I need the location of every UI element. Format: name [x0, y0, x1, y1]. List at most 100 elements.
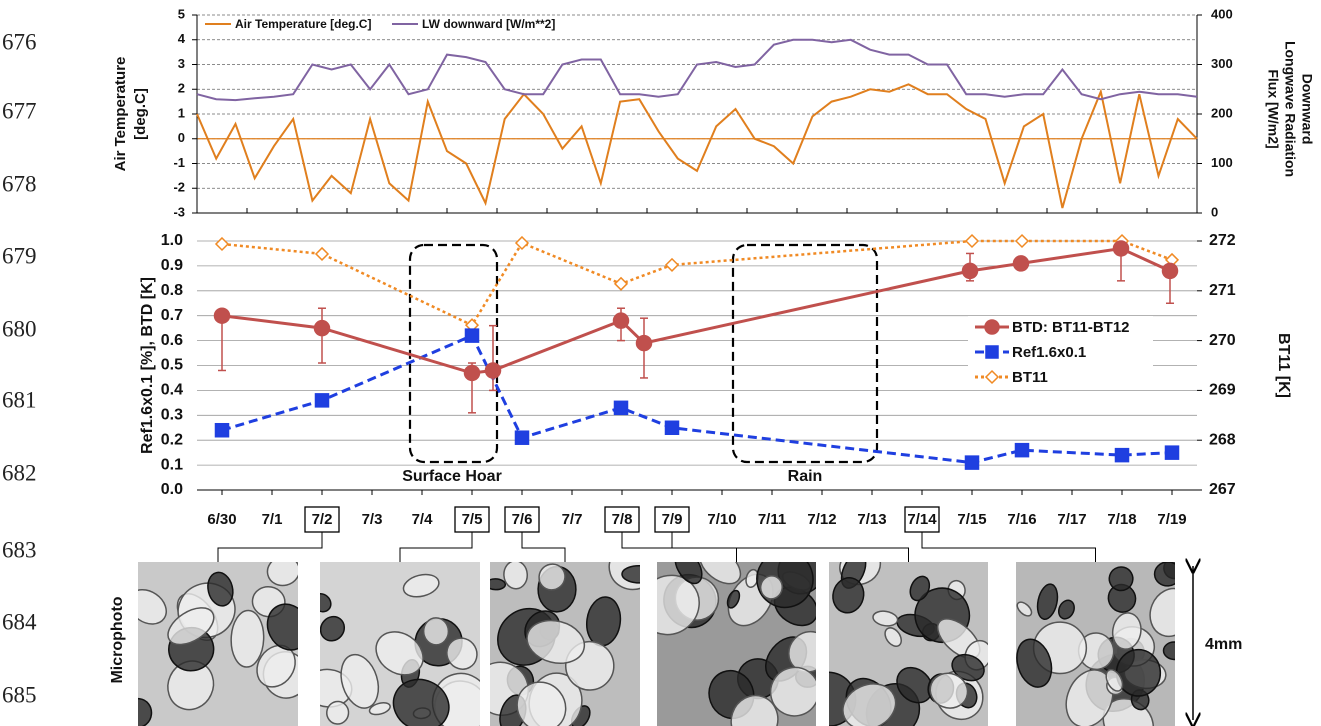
legend-label: BT11 [1012, 369, 1048, 386]
point [464, 328, 480, 343]
annotation: Rain [788, 468, 823, 485]
y-tick-label: 4 [178, 31, 186, 46]
point [1014, 442, 1030, 458]
y2-axis-label: Downward [1299, 74, 1315, 145]
y2-tick-label: 267 [1209, 481, 1236, 498]
x-tick-label: 7/17 [1057, 511, 1086, 528]
x-tick-label: 7/10 [707, 511, 736, 528]
point [1114, 447, 1130, 463]
point [612, 312, 630, 329]
y2-tick-label: 270 [1209, 332, 1236, 349]
point [313, 319, 331, 337]
crystal [1153, 562, 1175, 587]
y2-tick-label: 271 [1209, 282, 1236, 299]
y2-axis-label: Flux [W/m2] [1265, 69, 1281, 148]
x-tick-label: 7/12 [807, 511, 836, 528]
crystal [1108, 566, 1134, 592]
crystal [1149, 587, 1175, 638]
y-axis-label: [deg.C] [132, 88, 149, 140]
series-line [221, 333, 1173, 465]
crystal [759, 575, 783, 600]
point [1012, 255, 1030, 272]
line-number: 681 [2, 387, 37, 412]
line-number: 679 [2, 243, 37, 268]
legend-label: BTD: BT11-BT12 [1012, 319, 1130, 336]
y-tick-label: 0.8 [161, 282, 183, 299]
crystal [526, 619, 586, 664]
y-tick-label: 0 [178, 130, 185, 145]
crystal [951, 653, 985, 682]
legend-marker [984, 319, 1000, 335]
crystal [699, 562, 742, 585]
y2-axis-label: BT11 [K] [1275, 333, 1292, 398]
photo-crystals [829, 562, 988, 726]
y-tick-label: 0.5 [161, 357, 183, 374]
microphoto [490, 562, 640, 726]
crystal [872, 610, 899, 627]
line-number: 684 [2, 609, 37, 634]
microphoto [138, 562, 298, 726]
crystal [368, 702, 391, 716]
y-tick-label: 0.3 [161, 407, 183, 424]
legend-label: Air Temperature [deg.C] [235, 17, 371, 31]
crystal [266, 603, 298, 651]
series-line [196, 38, 1198, 102]
crystal [1162, 641, 1175, 661]
annotation: Surface Hoar [402, 468, 502, 485]
y2-tick-label: 300 [1211, 56, 1233, 71]
photo-crystals [138, 562, 298, 726]
crystal [516, 681, 567, 726]
x-tick-label: 7/2 [312, 511, 333, 528]
connector [621, 532, 737, 562]
x-tick-label: 7/13 [857, 511, 886, 528]
legend-point [985, 345, 999, 359]
y-tick-label: 0.7 [161, 307, 183, 324]
crystal [538, 563, 566, 591]
y-tick-label: 0.6 [161, 332, 183, 349]
crystal [674, 562, 703, 585]
point [613, 400, 629, 416]
y2-tick-label: 200 [1211, 105, 1233, 120]
x-tick-label: 7/7 [562, 511, 583, 528]
point [463, 364, 481, 382]
y-tick-label: 0.1 [161, 456, 183, 473]
point [314, 393, 330, 408]
point [961, 262, 979, 280]
crystal [340, 653, 380, 709]
microphoto [829, 562, 988, 726]
point [964, 233, 980, 249]
crystal [230, 609, 265, 668]
crystal [138, 589, 167, 625]
photo-crystals [1016, 562, 1175, 726]
y2-tick-label: 0 [1211, 204, 1218, 219]
connector [921, 532, 1096, 562]
y-tick-label: 0.0 [161, 481, 183, 498]
y2-tick-label: 100 [1211, 155, 1233, 170]
y-tick-label: 0.9 [161, 257, 183, 274]
x-tick-label: 7/18 [1107, 511, 1136, 528]
event-box [408, 243, 499, 464]
crystal [326, 700, 350, 725]
crystal [167, 607, 215, 646]
x-tick-label: 7/5 [462, 511, 483, 528]
crystal [832, 577, 865, 614]
y-tick-label: 0.4 [161, 382, 183, 399]
microphoto [657, 562, 816, 726]
point [514, 430, 530, 445]
y-tick-label: -3 [173, 204, 185, 219]
crystal [375, 631, 424, 676]
x-tick-label: 7/3 [362, 511, 383, 528]
legend-point [984, 369, 1000, 385]
y-tick-label: -2 [173, 180, 185, 195]
point [213, 307, 231, 324]
x-tick-label: 7/15 [957, 511, 986, 528]
crystal [402, 573, 440, 598]
crystal [446, 637, 478, 670]
crystal [769, 666, 816, 717]
crystal [929, 672, 969, 709]
point [514, 235, 530, 251]
legend-marker [985, 345, 999, 359]
crystal [730, 694, 779, 726]
legend-box [198, 16, 550, 33]
